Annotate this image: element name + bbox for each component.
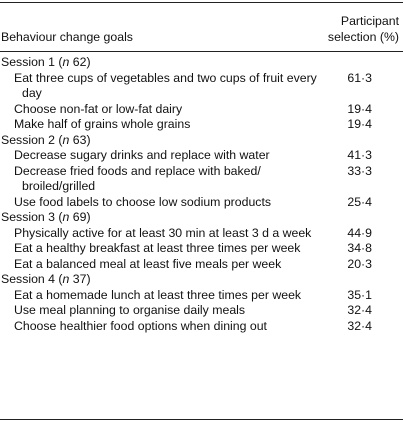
header-selection: Participant selection (%) [327, 14, 399, 44]
session-text: 62) [69, 55, 91, 69]
selection-cell: 61·3 [347, 70, 372, 85]
table-body: Session 1 (n 62) Eat three cups of vegeta… [0, 55, 403, 334]
table-row: Eat three cups of vegetables and two cup… [0, 71, 403, 102]
table-header: Behaviour change goals Participant selec… [0, 9, 403, 49]
session-text: 69) [69, 210, 91, 224]
session-text: Session 2 ( [1, 132, 63, 147]
session-label: Session 2 (n 63) [0, 133, 403, 149]
session-label: Session 4 (n 37) [0, 272, 403, 288]
selection-cell: 41·3 [347, 148, 372, 162]
session-text: Session 4 ( [1, 272, 63, 286]
session-n: n [62, 210, 70, 224]
table-row: Eat a homemade lunch at least three time… [0, 288, 403, 304]
bottom-rule [0, 419, 403, 420]
session-label: Session 1 (n 62) [0, 55, 403, 71]
goal-cell: Use food labels to choose low sodium pro… [14, 194, 272, 209]
table-row: Choose healthier food options when dinin… [0, 319, 403, 335]
table-row: Decrease fried foods and replace with ba… [0, 164, 403, 195]
goal-cell: Eat three cups of vegetables and two cup… [14, 70, 317, 101]
selection-cell: 20·3 [347, 256, 372, 271]
goal-cell: Choose healthier food options when dinin… [14, 318, 267, 333]
selection-cell: 33·3 [347, 163, 372, 178]
table-row: Use meal planning to organise daily meal… [0, 303, 403, 319]
selection-cell: 32·4 [347, 318, 372, 333]
session-label: Session 3 (n 69) [0, 210, 403, 226]
selection-cell: 25·4 [347, 194, 372, 209]
table-row: Eat a healthy breakfast at least three t… [0, 241, 403, 257]
goal-cell: Eat a homemade lunch at least three time… [14, 287, 302, 302]
goal-cell: Make half of grains whole grains [14, 117, 191, 131]
goal-cell: Choose non-fat or low-fat dairy [14, 101, 183, 116]
session-n: n [62, 55, 70, 69]
goal-cell: Eat a healthy breakfast at least three t… [14, 241, 301, 255]
table-row: Make half of grains whole grains 19·4 [0, 117, 403, 133]
header-rule [0, 51, 403, 52]
goal-cell: Decrease sugary drinks and replace with … [14, 148, 270, 162]
selection-cell: 35·1 [347, 287, 372, 302]
table-row: Use food labels to choose low sodium pro… [0, 195, 403, 211]
session-text: Session 3 ( [1, 210, 63, 224]
session-n: n [62, 272, 70, 286]
selection-cell: 44·9 [347, 225, 372, 240]
session-text: Session 1 ( [1, 55, 63, 69]
goal-cell: Eat a balanced meal at least five meals … [14, 256, 282, 271]
table-row: Physically active for at least 30 min at… [0, 226, 403, 242]
selection-cell: 32·4 [347, 303, 372, 317]
header-goals: Behaviour change goals [1, 29, 133, 44]
table-row: Eat a balanced meal at least five meals … [0, 257, 403, 273]
goal-cell: Physically active for at least 30 min at… [14, 225, 312, 240]
table-row: Choose non-fat or low-fat dairy 19·4 [0, 102, 403, 118]
session-n: n [62, 132, 70, 147]
selection-cell: 19·4 [347, 101, 372, 116]
selection-cell: 34·8 [347, 241, 372, 255]
goal-cell: Use meal planning to organise daily meal… [14, 303, 246, 317]
selection-cell: 19·4 [347, 117, 372, 131]
session-text: 63) [69, 132, 91, 147]
table-row: Decrease sugary drinks and replace with … [0, 148, 403, 164]
session-text: 37) [69, 272, 91, 286]
goal-cell: Decrease fried foods and replace with ba… [14, 163, 261, 194]
top-rule [0, 2, 403, 3]
